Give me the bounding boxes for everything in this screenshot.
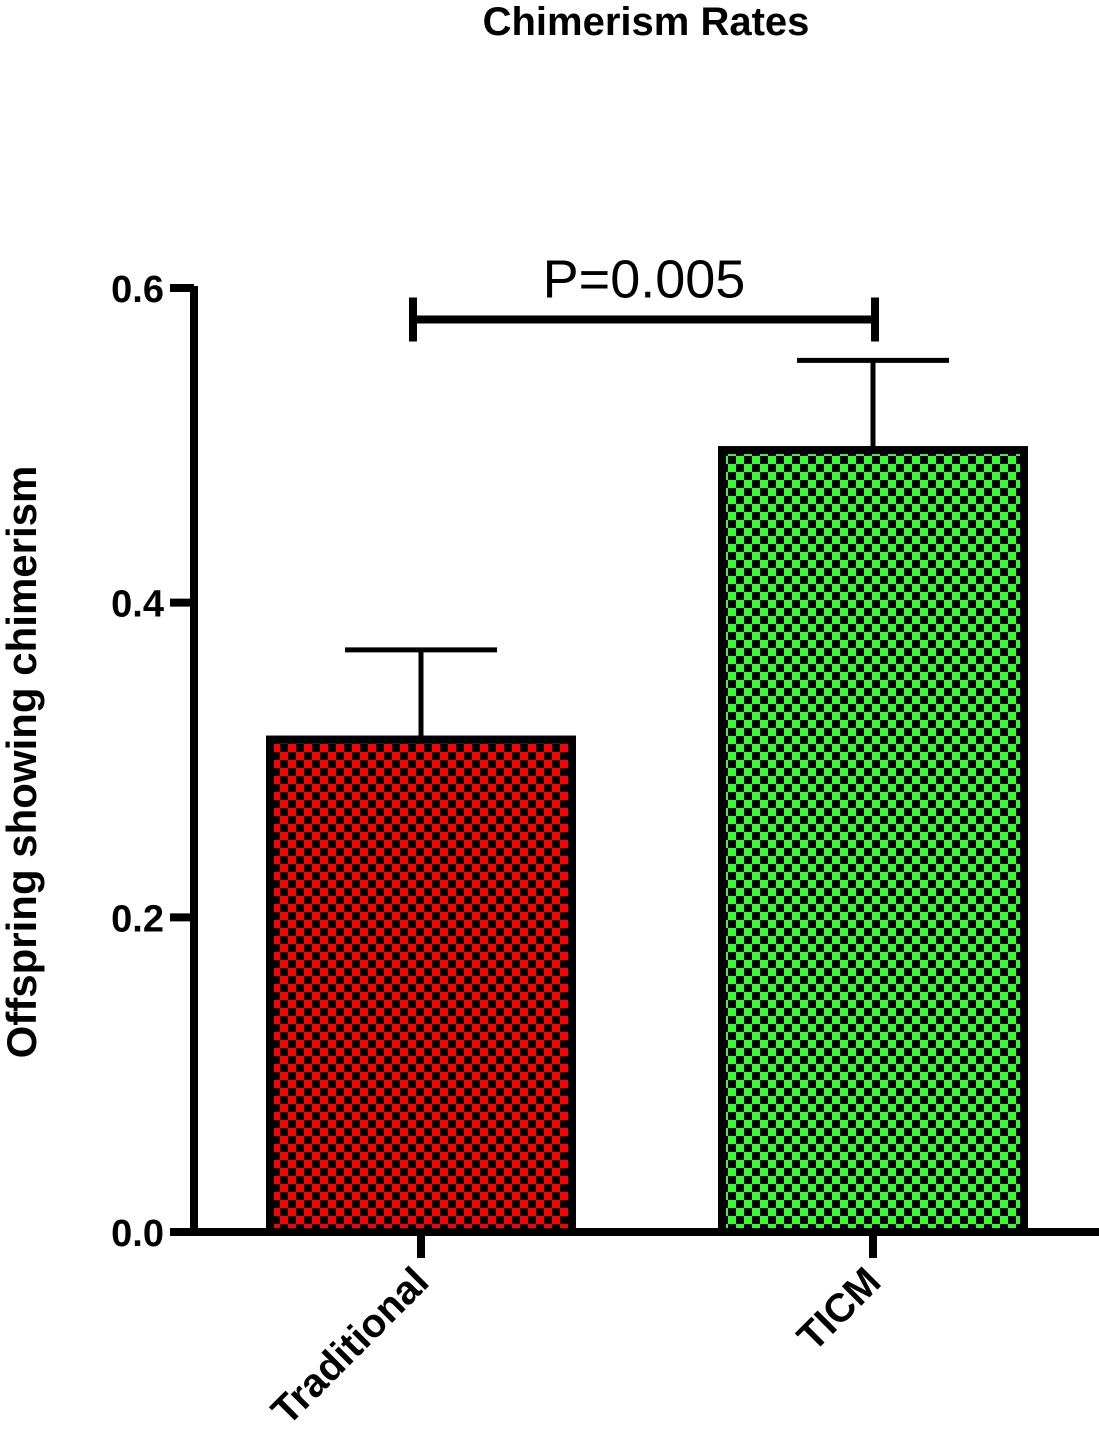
annotation-layer: P=0.005 — [409, 249, 879, 342]
x-tick-label-ticm: TICM — [789, 1259, 889, 1359]
y-tick-label-2: 0.4 — [111, 584, 164, 626]
y-ticks-layer: 0.0 0.2 0.4 0.6 — [111, 269, 194, 1255]
y-tick-label-3: 0.6 — [111, 269, 164, 311]
y-tick-label-1: 0.2 — [111, 898, 164, 940]
p-value-annotation: P=0.005 — [543, 249, 746, 309]
error-bars-layer — [345, 357, 949, 740]
y-axis-label: Offspring showing chimerism — [0, 466, 45, 1059]
bars-layer — [266, 446, 1028, 1237]
x-tick-label-traditional: Traditional — [263, 1259, 437, 1433]
x-ticks-layer: Traditional TICM — [263, 1232, 889, 1433]
bar-ticm — [718, 446, 1028, 1236]
bar-traditional — [266, 735, 576, 1237]
y-tick-label-0: 0.0 — [111, 1213, 164, 1255]
chart-title: Chimerism Rates — [483, 0, 810, 44]
